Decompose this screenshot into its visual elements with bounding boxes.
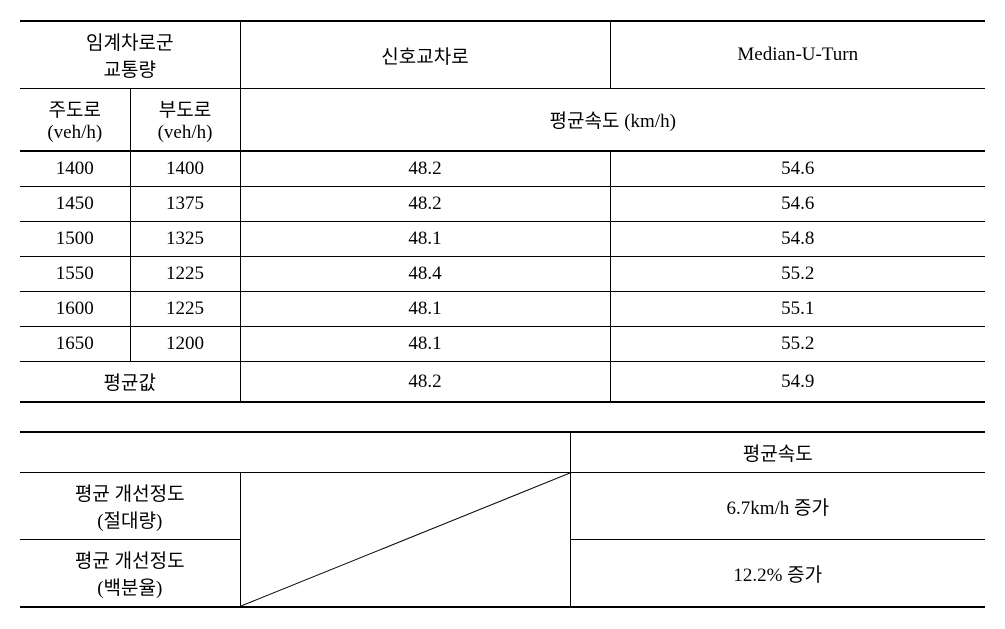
cell-main-road: 1500	[20, 222, 130, 257]
cell-sub-road: 1225	[130, 257, 240, 292]
avg-signal: 48.2	[240, 362, 610, 403]
table-row: 1450137548.254.6	[20, 187, 985, 222]
cell-sub-road: 1375	[130, 187, 240, 222]
header-main-road: 주도로(veh/h)	[20, 89, 130, 152]
cell-sub-road: 1225	[130, 292, 240, 327]
header-avg-speed: 평균속도 (km/h)	[240, 89, 985, 152]
main-data-table: 임계차로군교통량신호교차로Median-U-Turn 주도로(veh/h)부도로(…	[20, 20, 985, 403]
cell-main-road: 1650	[20, 327, 130, 362]
summary-blank-top-left	[20, 432, 240, 473]
summary-label-absolute: 평균 개선정도(절대량)	[20, 473, 240, 540]
cell-signal-speed: 48.1	[240, 222, 610, 257]
cell-mut-speed: 55.2	[610, 257, 985, 292]
cell-main-road: 1450	[20, 187, 130, 222]
summary-diagonal-cell	[240, 473, 570, 608]
summary-value-percent: 12.2% 증가	[570, 540, 985, 608]
cell-main-road: 1550	[20, 257, 130, 292]
cell-signal-speed: 48.1	[240, 327, 610, 362]
table-row: 1500132548.154.8	[20, 222, 985, 257]
cell-signal-speed: 48.1	[240, 292, 610, 327]
cell-sub-road: 1400	[130, 151, 240, 187]
cell-signal-speed: 48.2	[240, 151, 610, 187]
table-row: 1600122548.155.1	[20, 292, 985, 327]
avg-mut: 54.9	[610, 362, 985, 403]
cell-mut-speed: 54.6	[610, 187, 985, 222]
table-row: 1400140048.254.6	[20, 151, 985, 187]
cell-main-road: 1600	[20, 292, 130, 327]
summary-table: 평균속도평균 개선정도(절대량) 6.7km/h 증가평균 개선정도(백분율) 12…	[20, 431, 985, 608]
cell-mut-speed: 55.2	[610, 327, 985, 362]
header-sub-road: 부도로(veh/h)	[130, 89, 240, 152]
summary-value-absolute: 6.7km/h 증가	[570, 473, 985, 540]
cell-main-road: 1400	[20, 151, 130, 187]
header-signal-intersection: 신호교차로	[240, 21, 610, 89]
header-critical-lane-group: 임계차로군교통량	[20, 21, 240, 89]
cell-mut-speed: 54.8	[610, 222, 985, 257]
table-row: 1550122548.455.2	[20, 257, 985, 292]
cell-mut-speed: 55.1	[610, 292, 985, 327]
summary-label-percent: 평균 개선정도(백분율)	[20, 540, 240, 608]
summary-blank-top-mid	[240, 432, 570, 473]
cell-sub-road: 1200	[130, 327, 240, 362]
summary-header-avg-speed: 평균속도	[570, 432, 985, 473]
cell-signal-speed: 48.4	[240, 257, 610, 292]
cell-signal-speed: 48.2	[240, 187, 610, 222]
cell-sub-road: 1325	[130, 222, 240, 257]
header-median-u-turn: Median-U-Turn	[610, 21, 985, 89]
table-row: 1650120048.155.2	[20, 327, 985, 362]
avg-label: 평균값	[20, 362, 240, 403]
cell-mut-speed: 54.6	[610, 151, 985, 187]
